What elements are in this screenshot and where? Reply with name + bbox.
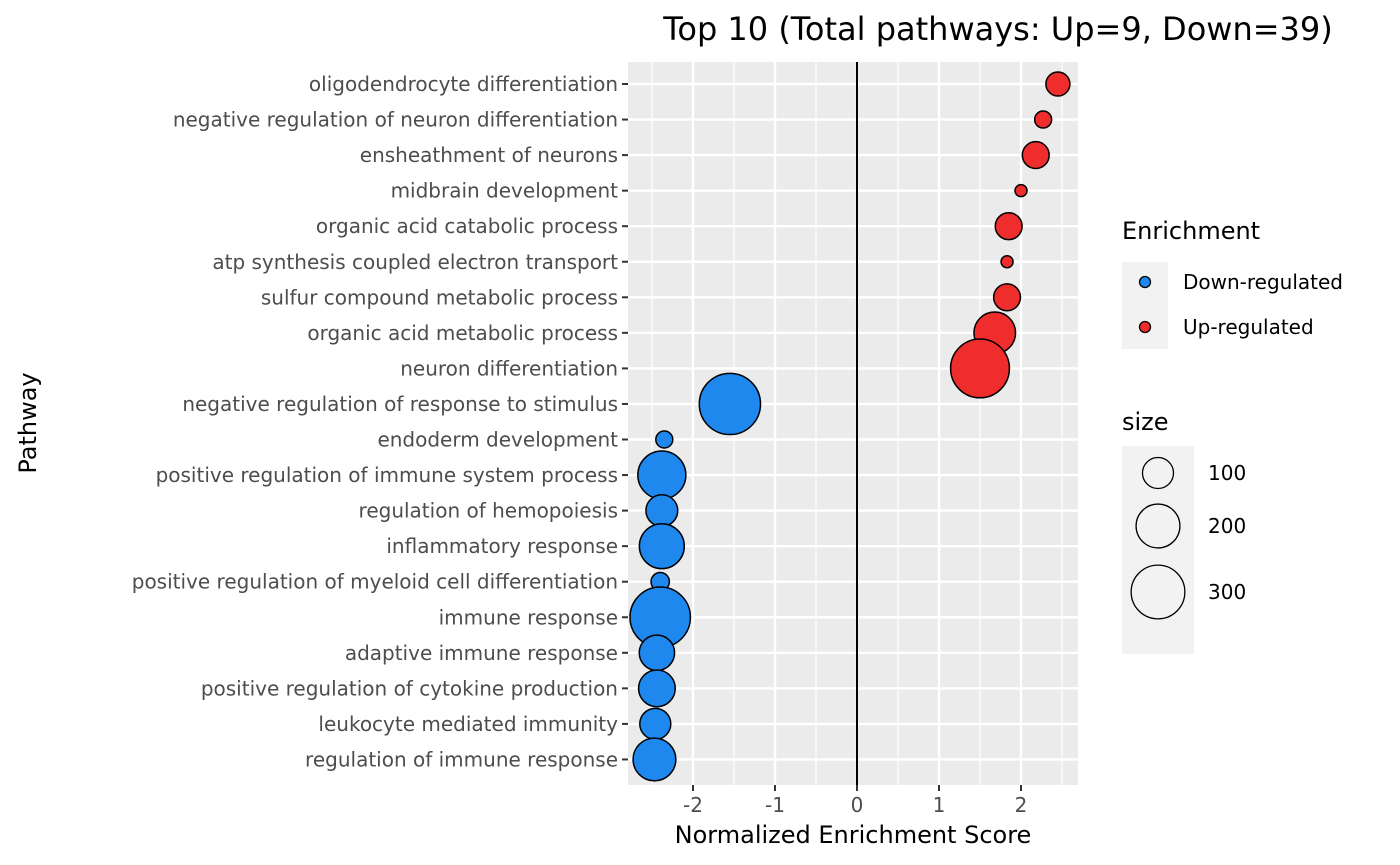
size-legend-key bbox=[1135, 503, 1181, 549]
y-tick-label: atp synthesis coupled electron transport bbox=[212, 250, 618, 274]
size-legend-label: 100 bbox=[1208, 461, 1246, 485]
y-tick-label: positive regulation of immune system pro… bbox=[156, 463, 618, 487]
y-tick-label: regulation of hemopoiesis bbox=[359, 499, 618, 523]
size-legend-label: 200 bbox=[1208, 514, 1246, 538]
y-axis: oligodendrocyte differentiation negative … bbox=[132, 72, 628, 771]
point-up bbox=[992, 283, 1022, 312]
point-down bbox=[698, 372, 762, 436]
point-up bbox=[994, 212, 1023, 241]
y-tick-label: regulation of immune response bbox=[305, 747, 618, 771]
y-tick-label: positive regulation of myeloid cell diff… bbox=[132, 570, 618, 594]
color-legend-key-bg bbox=[1122, 262, 1168, 349]
plot-panel bbox=[628, 62, 1078, 785]
y-tick-label: negative regulation of neuron differenti… bbox=[173, 108, 618, 132]
color-legend-title: Enrichment bbox=[1122, 217, 1260, 245]
point-up bbox=[949, 338, 1011, 399]
y-tick-label: immune response bbox=[439, 605, 618, 629]
x-axis: -2 -1 0 1 2 bbox=[683, 785, 1027, 817]
chart-title: Top 10 (Total pathways: Up=9, Down=39) bbox=[662, 10, 1332, 48]
y-tick-label: organic acid catabolic process bbox=[316, 214, 618, 238]
size-legend-key bbox=[1130, 564, 1186, 620]
y-tick-label: adaptive immune response bbox=[345, 641, 618, 665]
size-legend-title: size bbox=[1122, 408, 1169, 436]
size-legend: size 100 200 300 bbox=[1122, 408, 1246, 654]
y-tick-label: oligodendrocyte differentiation bbox=[309, 72, 618, 96]
color-legend-label: Up-regulated bbox=[1183, 315, 1314, 339]
point-down bbox=[638, 522, 686, 570]
y-tick-label: leukocyte mediated immunity bbox=[318, 712, 618, 736]
color-legend-key bbox=[1138, 275, 1152, 289]
color-legend-label: Down-regulated bbox=[1183, 270, 1343, 294]
point-up bbox=[1033, 110, 1053, 129]
data-points bbox=[629, 71, 1071, 782]
x-tick-label: -1 bbox=[765, 793, 785, 817]
point-down bbox=[637, 450, 687, 500]
y-tick-label: positive regulation of cytokine producti… bbox=[201, 676, 618, 700]
color-legend-key bbox=[1138, 320, 1152, 334]
point-down bbox=[638, 634, 676, 672]
x-tick-label: 0 bbox=[851, 793, 864, 817]
x-tick-label: 1 bbox=[933, 793, 946, 817]
point-up bbox=[1021, 140, 1050, 170]
y-tick-label: neuron differentiation bbox=[400, 356, 618, 380]
x-tick-label: 2 bbox=[1015, 793, 1028, 817]
y-tick-label: negative regulation of response to stimu… bbox=[182, 392, 618, 416]
y-tick-label: organic acid metabolic process bbox=[307, 321, 618, 345]
y-tick-label: ensheathment of neurons bbox=[360, 143, 618, 167]
x-tick-label: -2 bbox=[683, 793, 703, 817]
y-axis-title: Pathway bbox=[14, 372, 42, 473]
point-down bbox=[639, 707, 672, 741]
y-tick-label: inflammatory response bbox=[386, 534, 618, 558]
size-legend-key bbox=[1141, 456, 1175, 490]
x-axis-title: Normalized Enrichment Score bbox=[675, 821, 1032, 849]
point-down bbox=[645, 493, 679, 528]
y-tick-label: midbrain development bbox=[391, 179, 619, 203]
y-tick-label: sulfur compound metabolic process bbox=[261, 285, 618, 309]
point-down bbox=[637, 669, 677, 708]
point-down bbox=[632, 737, 677, 782]
point-down bbox=[655, 430, 674, 449]
grid-lines bbox=[628, 62, 1078, 785]
size-legend-label: 300 bbox=[1208, 580, 1246, 604]
point-up bbox=[1014, 183, 1028, 198]
point-up bbox=[1045, 71, 1071, 97]
y-tick-label: endoderm development bbox=[377, 428, 618, 452]
color-legend: Enrichment Down-regulated Up-regulated bbox=[1122, 217, 1343, 349]
point-up bbox=[1000, 254, 1014, 269]
